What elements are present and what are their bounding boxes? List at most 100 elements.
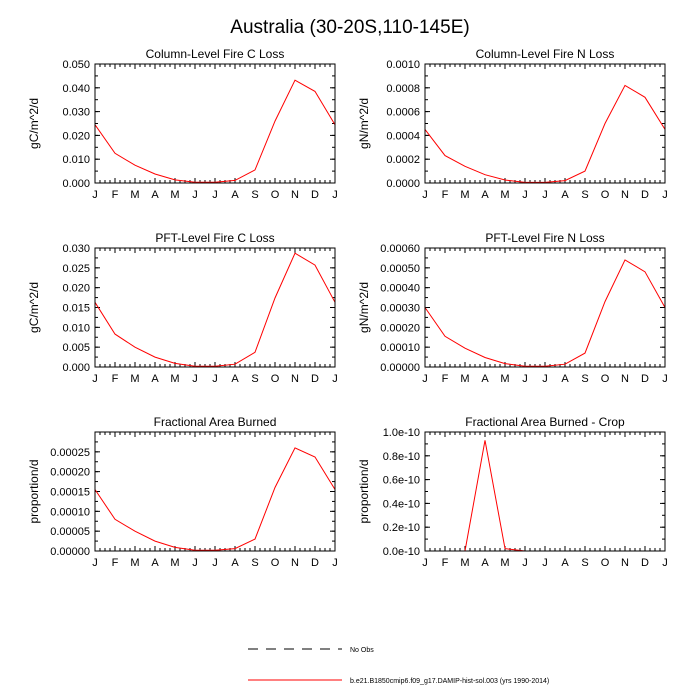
- x-tick-label: A: [231, 557, 239, 569]
- x-tick-label: D: [641, 557, 649, 569]
- x-tick-label: J: [542, 189, 548, 201]
- plot-frame: [424, 247, 666, 368]
- x-tick-label: J: [422, 557, 428, 569]
- x-tick-label: O: [601, 373, 610, 385]
- y-tick-label: 0.00020: [380, 322, 420, 334]
- x-tick-label: N: [621, 189, 629, 201]
- y-axis-label: gN/m^2/d: [357, 98, 371, 149]
- x-tick-label: O: [601, 189, 610, 201]
- x-tick-label: S: [581, 373, 588, 385]
- x-tick-label: J: [332, 373, 338, 385]
- x-tick-label: J: [212, 373, 218, 385]
- y-tick-label: 0.005: [62, 342, 90, 354]
- x-tick-label: M: [500, 373, 509, 385]
- y-tick-label: 0.6e-10: [383, 475, 420, 487]
- x-tick-label: O: [271, 373, 280, 385]
- series-line: [94, 252, 336, 367]
- x-tick-label: J: [332, 557, 338, 569]
- y-tick-label: 0.0000: [386, 178, 420, 190]
- x-tick-label: S: [251, 189, 258, 201]
- y-tick-label: 0.030: [62, 107, 90, 119]
- y-tick-label: 0.020: [62, 283, 90, 295]
- x-tick-label: A: [561, 189, 569, 201]
- y-tick-label: 0.040: [62, 83, 90, 95]
- x-tick-label: F: [112, 373, 119, 385]
- x-tick-label: D: [641, 189, 649, 201]
- y-tick-label: 0.00010: [50, 506, 90, 518]
- x-tick-label: J: [422, 189, 428, 201]
- x-tick-label: F: [442, 189, 449, 201]
- x-tick-label: A: [151, 189, 159, 201]
- x-tick-label: A: [151, 557, 159, 569]
- x-tick-label: S: [251, 557, 258, 569]
- x-tick-label: M: [170, 557, 179, 569]
- y-tick-label: 0.0008: [386, 83, 420, 95]
- y-tick-label: 1.0e-10: [383, 427, 420, 439]
- legend: No Obs b.e21.B1850cmip6.f09_g17.DAMIP-hi…: [248, 647, 549, 685]
- x-tick-label: J: [662, 189, 668, 201]
- x-tick-label: N: [291, 557, 299, 569]
- y-axis-label: gN/m^2/d: [357, 282, 371, 333]
- plot-frame: [94, 431, 336, 552]
- x-tick-label: J: [92, 189, 98, 201]
- y-tick-label: 0.00000: [380, 362, 420, 374]
- y-tick-label: 0.0006: [386, 107, 420, 119]
- x-tick-label: M: [170, 373, 179, 385]
- y-tick-label: 0.00025: [50, 447, 90, 459]
- x-tick-label: J: [192, 373, 198, 385]
- y-tick-label: 0.010: [62, 322, 90, 334]
- x-tick-label: J: [522, 557, 528, 569]
- y-tick-label: 0.0002: [386, 154, 420, 166]
- y-tick-label: 0.015: [62, 303, 90, 315]
- panel-title: Column-Level Fire C Loss: [146, 47, 285, 61]
- x-tick-label: N: [621, 557, 629, 569]
- y-tick-label: 0.050: [62, 59, 90, 71]
- y-tick-label: 0.000: [62, 178, 90, 190]
- x-tick-label: M: [500, 557, 509, 569]
- x-tick-label: S: [581, 189, 588, 201]
- x-tick-label: J: [212, 189, 218, 201]
- x-tick-label: A: [151, 373, 159, 385]
- legend-obs-label: No Obs: [350, 647, 374, 654]
- y-tick-label: 0.0010: [386, 59, 420, 71]
- x-tick-label: A: [481, 189, 489, 201]
- y-tick-label: 0.00030: [380, 303, 420, 315]
- y-tick-label: 0.00050: [380, 263, 420, 275]
- x-tick-label: D: [311, 373, 319, 385]
- y-tick-label: 0.00020: [50, 467, 90, 479]
- plot-frame: [424, 63, 666, 184]
- y-tick-label: 0.2e-10: [383, 522, 420, 534]
- x-tick-label: O: [601, 557, 610, 569]
- x-tick-label: J: [422, 373, 428, 385]
- y-tick-label: 0.0004: [386, 130, 420, 142]
- y-tick-label: 0.020: [62, 130, 90, 142]
- x-tick-label: F: [112, 557, 119, 569]
- series-line: [424, 84, 666, 183]
- panel-title: Column-Level Fire N Loss: [476, 47, 615, 61]
- x-tick-label: F: [442, 373, 449, 385]
- x-tick-label: M: [500, 189, 509, 201]
- series-line: [94, 447, 336, 551]
- y-tick-label: 0.025: [62, 263, 90, 275]
- y-tick-label: 0.00005: [50, 526, 90, 538]
- x-tick-label: A: [481, 557, 489, 569]
- x-tick-label: J: [92, 373, 98, 385]
- x-tick-label: N: [291, 189, 299, 201]
- y-tick-label: 0.030: [62, 243, 90, 255]
- panel-6: Fractional Area Burned - Crop proportion/…: [357, 415, 668, 569]
- y-tick-label: 0.00015: [50, 487, 90, 499]
- x-tick-label: O: [271, 189, 280, 201]
- x-tick-label: M: [170, 189, 179, 201]
- x-tick-label: J: [542, 557, 548, 569]
- panel-title: PFT-Level Fire C Loss: [155, 231, 274, 245]
- x-tick-label: M: [460, 189, 469, 201]
- y-axis-label: gC/m^2/d: [27, 98, 41, 149]
- x-tick-label: A: [561, 373, 569, 385]
- x-tick-label: A: [231, 373, 239, 385]
- x-tick-label: J: [192, 557, 198, 569]
